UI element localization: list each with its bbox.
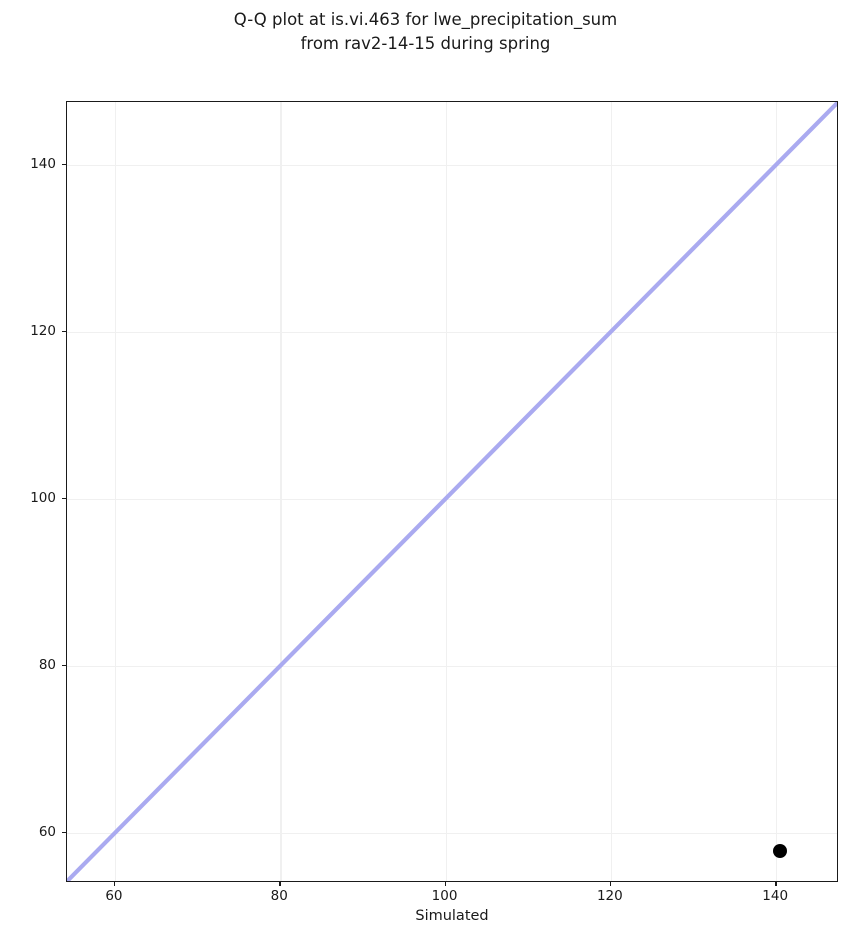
y-tick-mark (62, 831, 66, 834)
page-title: Q-Q plot at is.vi.463 for lwe_precipitat… (233, 10, 618, 53)
gridline-vertical (610, 102, 613, 881)
x-tick-mark (775, 882, 777, 886)
gridline-horizontal (67, 331, 837, 333)
x-tick-label: 120 (596, 888, 623, 904)
x-tick-label: 80 (270, 888, 288, 904)
y-tick-label: 140 (30, 155, 56, 172)
gridline-horizontal (67, 832, 837, 835)
plot-area (66, 101, 838, 882)
x-tick-mark (609, 882, 612, 886)
y-tick-mark (62, 330, 66, 333)
gridline-vertical (445, 102, 447, 881)
gridline-horizontal (67, 665, 837, 668)
data-point (773, 844, 788, 859)
y-tick-label: 100 (30, 489, 56, 506)
y-tick-label: 60 (38, 823, 56, 840)
gridline-horizontal (67, 164, 837, 166)
y-tick-mark (62, 163, 66, 166)
x-tick-mark (113, 882, 116, 886)
x-tick-mark (279, 882, 281, 886)
x-axis-label: Simulated (415, 908, 489, 924)
x-tick-label: 140 (762, 888, 789, 904)
y-tick-label: 80 (38, 656, 56, 673)
gridline-vertical (280, 102, 282, 881)
identity-line (67, 102, 837, 881)
gridline-vertical (114, 102, 117, 881)
x-tick-label: 60 (105, 888, 123, 904)
y-tick-mark (62, 497, 66, 500)
y-tick-label: 120 (30, 322, 56, 339)
y-tick-mark (62, 664, 66, 667)
x-tick-mark (444, 882, 446, 886)
gridline-vertical (776, 102, 778, 881)
gridline-horizontal (67, 498, 837, 501)
x-tick-label: 100 (431, 888, 458, 904)
